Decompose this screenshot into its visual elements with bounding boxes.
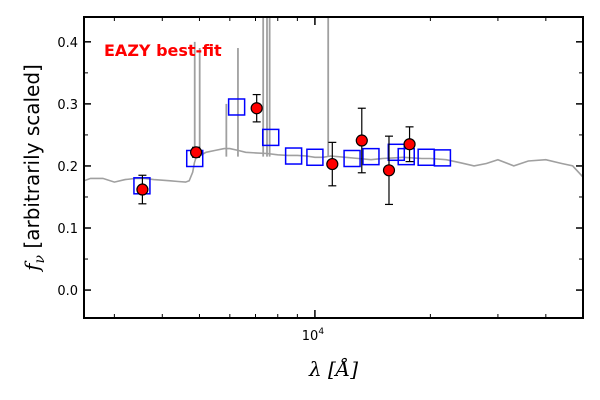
- x-axis-label: λ [Å]: [308, 356, 358, 381]
- observed-marker: [403, 138, 416, 151]
- model-photometry-point: [417, 148, 435, 167]
- y-axis-label: fν [arbitrarily scaled]: [20, 64, 48, 273]
- model-photometry-point: [343, 149, 361, 168]
- observed-marker: [326, 157, 339, 171]
- x-tick-label: 104: [302, 327, 325, 344]
- observed-marker: [136, 183, 149, 196]
- observed-photometry-point: [326, 141, 339, 187]
- model-photometry-point: [284, 147, 303, 165]
- y-tick-label: 0.2: [57, 160, 78, 175]
- model-photometry-point: [227, 98, 246, 116]
- observed-marker: [382, 164, 396, 177]
- observed-photometry-point: [136, 174, 149, 205]
- plot-area: [84, 17, 583, 206]
- observed-photometry-point: [250, 93, 263, 123]
- observed-photometry-point: [382, 135, 396, 206]
- model-photometry-point: [261, 128, 280, 147]
- annotation-label: EAZY best-fit: [104, 41, 222, 60]
- observed-photometry-point: [189, 146, 203, 159]
- y-tick-label: 0.4: [57, 36, 78, 51]
- model-photometry-point: [362, 147, 380, 166]
- model-photometry-point: [433, 149, 452, 167]
- observed-marker: [189, 146, 203, 159]
- plot-frame: [83, 16, 584, 319]
- y-tick-label: 0.3: [57, 98, 78, 113]
- axis-ticks: 0.0 0.1 0.2 0.3 0.4 104: [57, 17, 583, 344]
- y-tick-label: 0.1: [57, 222, 78, 237]
- y-tick-label: 0.0: [57, 284, 78, 299]
- model-photometry-point: [387, 143, 406, 162]
- template-spectrum-line: [84, 147, 583, 183]
- observed-photometry-point: [355, 107, 368, 174]
- observed-marker: [250, 102, 263, 115]
- observed-marker: [355, 134, 368, 147]
- model-photometry-point: [397, 147, 415, 166]
- observed-photometry-point: [403, 126, 416, 163]
- model-photometry-point: [306, 148, 324, 167]
